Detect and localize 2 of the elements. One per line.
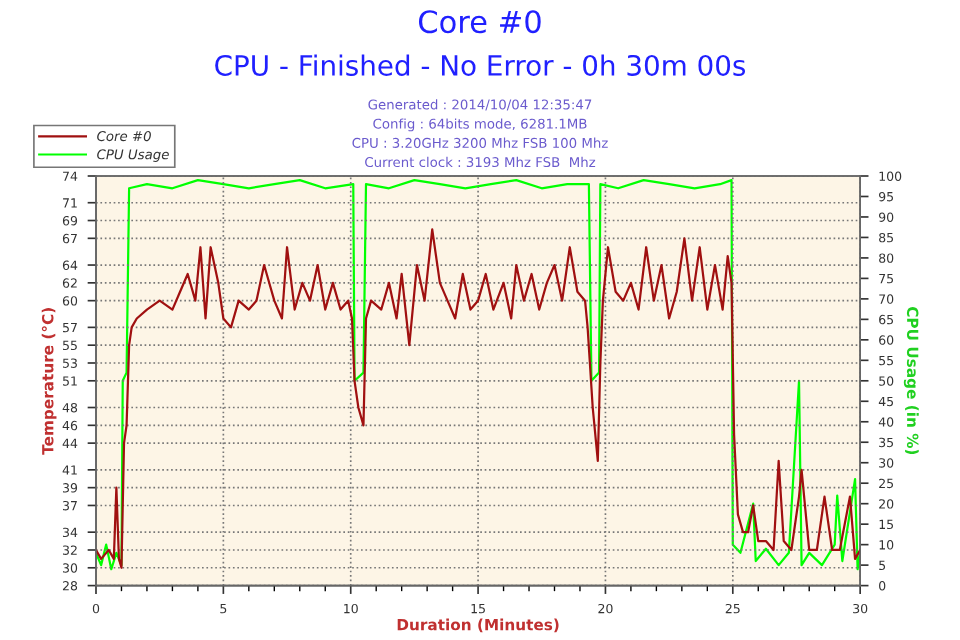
chart-title: Core #0 (418, 10, 541, 34)
chart-subtitle: CPU - Finished - No Error - 0h 30m 00s (215, 54, 746, 76)
